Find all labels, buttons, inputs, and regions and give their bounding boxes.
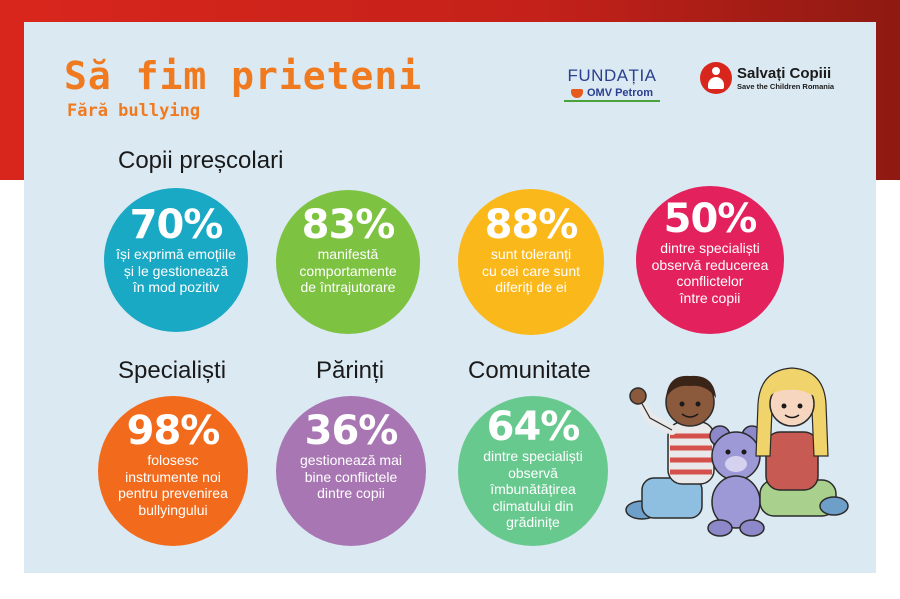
children-with-teddy-illustration: [625, 367, 849, 537]
stat-value: 50%: [663, 196, 758, 242]
stat-value: 98%: [126, 408, 221, 454]
stat-circle-toleranta: 88% sunt toleranți cu cei care sunt dife…: [458, 189, 604, 335]
stat-desc-line: folosesc: [147, 452, 199, 468]
stat-desc-line: și le gestionează: [123, 262, 229, 279]
section-parinti: Părinți: [316, 357, 385, 384]
teddy-bear: [707, 425, 765, 537]
stat-desc-line: cu cei care sunt: [481, 262, 581, 279]
stat-desc-line: își exprimă emoțiile: [116, 246, 236, 262]
stat-value: 88%: [484, 202, 579, 248]
stat-desc-line: de întrajutorare: [300, 279, 396, 295]
fundatia-logo-sub: OMV Petrom: [586, 87, 653, 99]
stat-desc-line: sunt toleranți: [490, 246, 572, 262]
section-comunitate: Comunitate: [468, 357, 591, 384]
fundatia-logo-name: FUNDAȚIA: [567, 66, 657, 85]
petrom-drop-icon: [570, 88, 583, 98]
stat-circle-conflicte: 50% dintre specialiști observă reducerea…: [636, 186, 784, 334]
section-prescolari: Copii preșcolari: [118, 147, 284, 174]
stat-desc-line: comportamente: [299, 262, 397, 279]
stat-circle-comunitate: 64% dintre specialiști observă îmbunătăț…: [458, 396, 608, 546]
stat-desc-line: manifestă: [317, 246, 379, 262]
stat-desc-line: grădinițe: [506, 514, 560, 530]
salvati-copiii-logo: Salvați Copiii Save the Children Romania: [700, 62, 834, 94]
stat-desc-line: observă: [508, 464, 558, 481]
stat-circle-instrumente: 98% folosesc instrumente noi pentru prev…: [98, 396, 248, 546]
stat-desc-line: instrumente noi: [125, 468, 221, 485]
stat-desc-line: dintre specialiști: [660, 240, 760, 256]
stat-desc-line: între copii: [679, 289, 741, 306]
stat-desc-line: gestionează mai: [300, 452, 402, 468]
stat-desc-line: bine conflictele: [304, 468, 398, 485]
stat-desc-line: dintre specialiști: [483, 448, 583, 464]
stat-circle-intrajutorare: 83% manifestă comportamente de întrajuto…: [276, 190, 420, 334]
stat-desc-line: observă reducerea: [651, 256, 769, 273]
stat-circle-parinti: 36% gestionează mai bine conflictele din…: [276, 396, 426, 546]
stat-desc-line: în mod pozitiv: [132, 279, 220, 295]
fundatia-omv-petrom-logo: FUNDAȚIA OMV Petrom: [564, 66, 660, 102]
stat-desc-line: bullyingului: [138, 501, 208, 518]
child-emblem-icon: [700, 62, 732, 94]
salvati-copiii-tagline: Save the Children Romania: [737, 81, 835, 91]
stat-desc-line: diferiți de ei: [495, 279, 567, 295]
stat-value: 83%: [301, 202, 396, 248]
stat-value: 64%: [486, 404, 581, 450]
stat-desc-line: dintre copii: [317, 485, 385, 501]
salvati-copiii-name: Salvați Copiii: [737, 64, 832, 82]
page-subtitle: Fără bullying: [67, 101, 201, 121]
stat-desc-line: climatului din: [492, 497, 574, 514]
page-title: Să fim prieteni: [64, 54, 423, 98]
section-specialisti: Specialiști: [118, 357, 227, 384]
girl-figure: [755, 367, 849, 517]
stat-desc-line: îmbunătățirea: [490, 481, 576, 497]
stat-value: 36%: [304, 408, 399, 454]
stat-desc-line: pentru prevenirea: [118, 485, 228, 501]
stat-desc-line: conflictelor: [676, 273, 744, 289]
stat-circle-emotii: 70% își exprimă emoțiile și le gestionea…: [104, 188, 248, 332]
boy-figure: [625, 375, 716, 520]
stat-value: 70%: [129, 202, 224, 248]
